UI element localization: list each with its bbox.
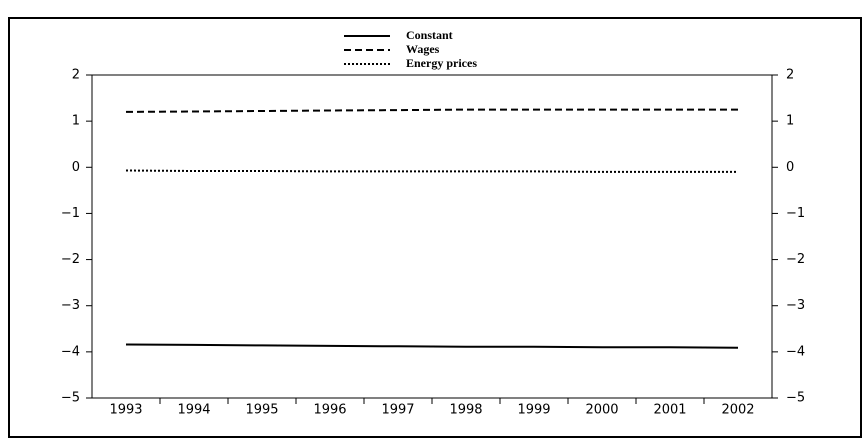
y-tick-label: 0 — [72, 160, 80, 175]
y2-tick-label: −4 — [786, 344, 805, 359]
y2-tick-label: 2 — [786, 68, 794, 83]
x-tick-label: 2001 — [653, 403, 686, 418]
y2-tick-label: −3 — [786, 298, 805, 313]
series-line — [125, 108, 738, 113]
legend-label: Energy prices — [406, 56, 477, 70]
x-tick-label: 1993 — [109, 403, 142, 418]
x-tick-label: 2002 — [721, 403, 754, 418]
y-tick-label: 2 — [72, 68, 80, 83]
y2-tick-label: −5 — [786, 391, 805, 406]
y-tick-label: −5 — [61, 391, 80, 406]
x-tick-label: 2000 — [585, 403, 618, 418]
y-tick-label: −3 — [61, 298, 80, 313]
x-tick-label: 1999 — [517, 403, 550, 418]
series-line — [125, 169, 738, 173]
y2-tick-label: 0 — [786, 160, 794, 175]
y2-tick-label: −2 — [786, 252, 805, 267]
y-tick-label: −1 — [61, 206, 80, 221]
plot-area — [91, 74, 773, 399]
frame — [8, 17, 862, 438]
y2-tick-label: 1 — [786, 114, 794, 129]
y-tick-label: −2 — [61, 252, 80, 267]
legend-label: Wages — [406, 42, 440, 56]
x-tick-label: 1998 — [449, 403, 482, 418]
series-line — [125, 343, 739, 349]
y-tick-label: −4 — [61, 344, 80, 359]
x-tick-label: 1994 — [177, 403, 210, 418]
x-tick-label: 1996 — [313, 403, 346, 418]
y-tick-label: 1 — [72, 114, 80, 129]
x-tick-label: 1997 — [381, 403, 414, 418]
y2-tick-label: −1 — [786, 206, 805, 221]
legend-label: Constant — [406, 28, 453, 42]
x-tick-label: 1995 — [245, 403, 278, 418]
